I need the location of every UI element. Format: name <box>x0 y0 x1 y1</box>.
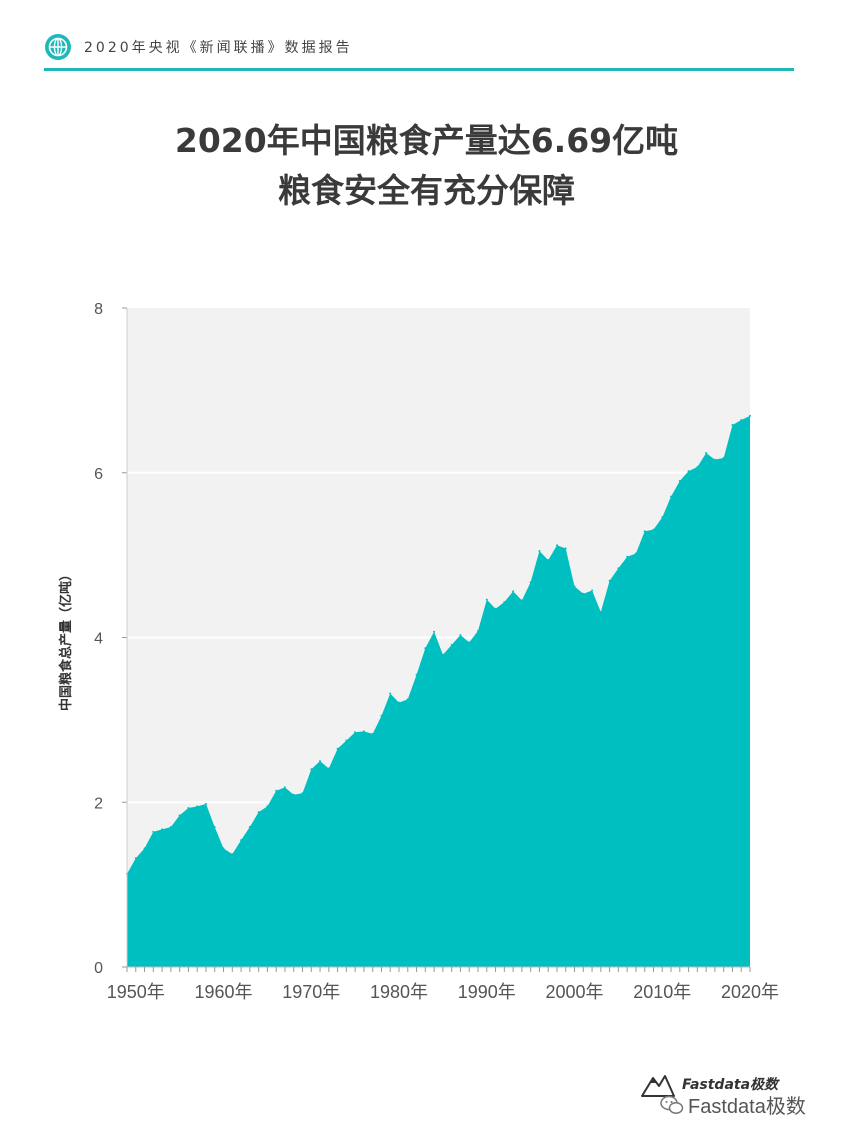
data-point <box>468 641 471 644</box>
data-point <box>547 559 550 562</box>
data-point <box>626 555 629 558</box>
data-point <box>424 647 427 650</box>
data-point <box>740 419 743 421</box>
data-point <box>529 581 532 584</box>
data-point <box>450 643 453 646</box>
data-point <box>591 589 594 592</box>
data-point <box>169 826 172 828</box>
data-point <box>634 552 637 555</box>
data-point <box>257 811 260 814</box>
header-divider <box>44 68 794 71</box>
data-point <box>292 793 295 796</box>
data-point <box>582 592 585 595</box>
data-point <box>617 567 620 570</box>
data-point <box>503 601 506 604</box>
chart-title: 2020年中国粮食产量达6.69亿吨 <box>174 121 679 160</box>
data-point <box>722 456 725 459</box>
data-point <box>661 516 664 519</box>
data-point <box>599 611 602 613</box>
data-point <box>248 826 251 828</box>
x-tick-label: 1970年 <box>282 982 340 1002</box>
data-point <box>415 673 418 676</box>
data-point <box>327 767 330 770</box>
data-point <box>652 528 655 531</box>
data-point <box>678 480 681 482</box>
data-point <box>187 807 190 809</box>
area-chart: 中国粮食总产量（亿吨） 0 2 4 6 8 1950年 1960年 1970年 1980年 199… <box>58 301 779 1002</box>
data-point <box>485 598 488 601</box>
brand-name: Fastdata极数 <box>682 1077 779 1093</box>
x-tick-label: 1960年 <box>194 982 252 1002</box>
data-point <box>222 847 225 850</box>
data-point <box>240 839 243 842</box>
x-tick-label: 2010年 <box>633 982 691 1002</box>
data-point <box>231 853 234 856</box>
data-point <box>705 452 708 454</box>
data-point <box>213 826 216 828</box>
data-point <box>319 760 321 763</box>
y-tick-label: 2 <box>94 795 103 812</box>
data-points <box>126 414 751 875</box>
data-point <box>608 579 611 582</box>
y-tick-label: 4 <box>94 631 103 648</box>
data-point <box>573 585 576 588</box>
data-point <box>494 607 497 610</box>
data-point <box>713 458 716 461</box>
data-point <box>687 470 690 473</box>
y-axis-label: 中国粮食总产量（亿吨） <box>58 568 74 711</box>
data-point <box>520 599 523 602</box>
data-point <box>283 786 286 789</box>
data-point <box>196 805 199 808</box>
header: 2020年央视《新闻联播》数据报告 <box>44 32 353 62</box>
data-point <box>178 814 181 817</box>
globe-icon <box>45 34 71 60</box>
data-point <box>459 634 462 636</box>
data-point <box>441 653 444 656</box>
data-point <box>152 830 155 833</box>
y-tick-label: 6 <box>94 466 103 483</box>
data-point <box>398 701 400 704</box>
data-point <box>275 789 278 792</box>
data-point <box>643 530 646 533</box>
wechat-icon <box>660 1095 684 1114</box>
x-tick-label: 2000年 <box>545 982 603 1002</box>
wechat-account: Fastdata极数 <box>688 1096 806 1118</box>
x-tick-label: 2020年 <box>721 982 779 1002</box>
data-point <box>266 805 269 808</box>
chart-subtitle: 粮食安全有充分保障 <box>278 171 575 210</box>
data-point <box>134 857 137 860</box>
data-point <box>389 692 392 695</box>
data-point <box>731 424 734 426</box>
data-point <box>301 792 304 795</box>
data-point <box>362 730 365 733</box>
data-point <box>477 629 479 632</box>
data-point <box>371 732 374 735</box>
data-point <box>380 714 383 717</box>
data-point <box>749 414 751 417</box>
data-point <box>670 495 672 498</box>
data-point <box>143 847 146 850</box>
data-point <box>345 739 348 742</box>
data-point <box>556 544 558 547</box>
data-point <box>696 466 699 468</box>
y-tick-label: 0 <box>94 960 103 977</box>
header-title: 2020年央视《新闻联播》数据报告 <box>84 40 353 56</box>
grain-output-area <box>127 415 750 967</box>
data-point <box>205 802 207 805</box>
data-point <box>161 828 164 831</box>
x-tick-label: 1950年 <box>107 982 165 1002</box>
data-point <box>512 590 515 593</box>
x-tick-label: 1990年 <box>458 982 516 1002</box>
x-tick-label: 1980年 <box>370 982 428 1002</box>
data-point <box>564 547 567 550</box>
y-tick-label: 8 <box>94 301 103 318</box>
data-point <box>538 550 541 552</box>
wechat-watermark: Fastdata极数 <box>660 1090 806 1119</box>
data-point <box>406 698 409 701</box>
data-point <box>433 630 436 633</box>
title-block: 2020年中国粮食产量达6.69亿吨 粮食安全有充分保障 <box>0 116 853 216</box>
data-point <box>310 768 313 771</box>
data-point <box>354 731 357 734</box>
data-point <box>336 747 339 750</box>
